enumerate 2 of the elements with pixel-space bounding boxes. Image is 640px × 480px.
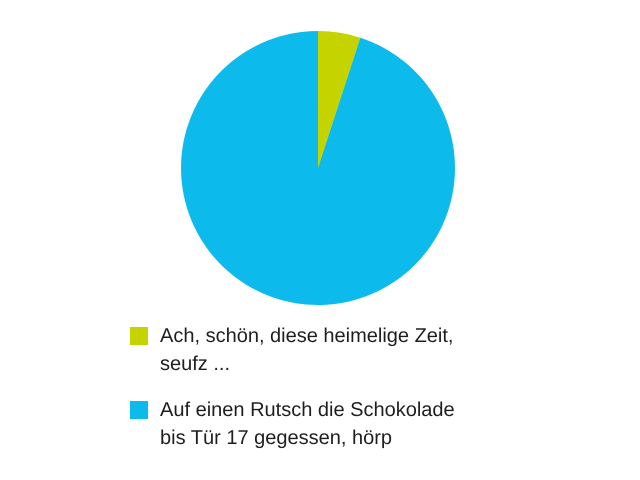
legend-label: Auf einen Rutsch die Schokolade bis Tür 17 gegessen, hörp	[160, 398, 456, 451]
legend-label: Ach, schön, diese heimelige Zeit, seufz ...	[160, 324, 454, 377]
